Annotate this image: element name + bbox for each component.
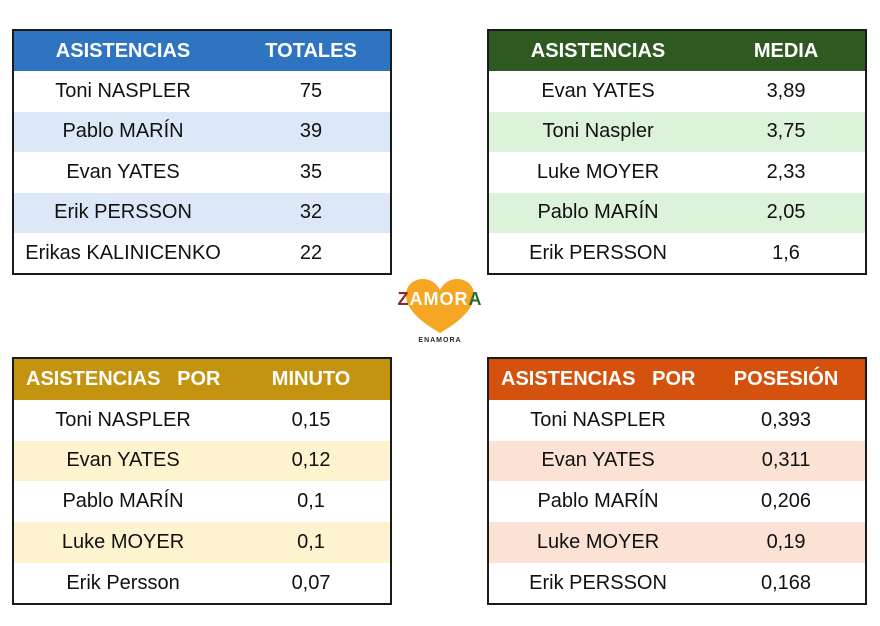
- stat-value: 35: [299, 160, 323, 183]
- table-row: Toni NASPLER 75: [14, 71, 390, 111]
- table-row: Pablo MARÍN 0,206: [489, 481, 865, 522]
- stat-value: 0,311: [761, 449, 811, 472]
- player-name: Evan YATES: [66, 160, 180, 183]
- player-name: Pablo MARÍN: [537, 201, 659, 224]
- logo-letter-z: Z: [397, 289, 410, 309]
- player-name: Toni Naspler: [542, 120, 654, 143]
- table-row: Erik PERSSON 0,168: [489, 563, 865, 604]
- table-row: Pablo MARÍN 39: [14, 111, 390, 153]
- assists-per-possession-table: ASISTENCIAS POR POSESIÓN Toni NASPLER 0,…: [487, 357, 867, 605]
- stat-value: 0,19: [766, 531, 806, 554]
- stat-value: 3,75: [766, 120, 806, 143]
- stat-value: 2,33: [766, 160, 806, 183]
- stat-value: 0,393: [761, 408, 812, 431]
- player-name: Luke MOYER: [536, 531, 660, 554]
- heart-icon: [406, 279, 474, 333]
- table-row: Toni NASPLER 0,393: [489, 400, 865, 441]
- table-row: Evan YATES 0,311: [489, 440, 865, 482]
- stat-value: 39: [299, 120, 323, 143]
- player-name: Toni NASPLER: [55, 80, 191, 103]
- logo-wordmark: ZAMORA: [394, 289, 486, 310]
- assists-totals-table: ASISTENCIAS TOTALES Toni NASPLER 75 Pabl…: [12, 29, 392, 275]
- table-row: Toni NASPLER 0,15: [14, 400, 390, 441]
- player-name: Luke MOYER: [536, 160, 660, 183]
- assists-per-minute-table: ASISTENCIAS POR MINUTO Toni NASPLER 0,15…: [12, 357, 392, 605]
- table-row: Erikas KALINICENKO 22: [14, 233, 390, 273]
- table-row: Luke MOYER 0,19: [489, 522, 865, 563]
- player-name: Evan YATES: [541, 449, 655, 472]
- player-name: Pablo MARÍN: [537, 490, 659, 513]
- table-row: Toni Naspler 3,75: [489, 111, 865, 153]
- player-name: Erikas KALINICENKO: [25, 241, 221, 264]
- header-col-2: MINUTO: [271, 367, 351, 390]
- table-header: ASISTENCIAS POR MINUTO: [14, 359, 390, 400]
- table-row: Pablo MARÍN 0,1: [14, 481, 390, 522]
- table-header: ASISTENCIAS POR POSESIÓN: [489, 359, 865, 400]
- assists-average-table: ASISTENCIAS MEDIA Evan YATES 3,89 Toni N…: [487, 29, 867, 275]
- player-name: Evan YATES: [66, 449, 180, 472]
- header-col-2: POSESIÓN: [733, 367, 839, 390]
- table-row: Evan YATES 35: [14, 152, 390, 192]
- table-header: ASISTENCIAS TOTALES: [14, 31, 390, 72]
- header-col-2: TOTALES: [265, 39, 357, 62]
- table-row: Luke MOYER 2,33: [489, 152, 865, 192]
- header-col-1: ASISTENCIAS: [530, 39, 666, 62]
- logo-letter-a: A: [468, 289, 483, 309]
- table-row: Erik Persson 0,07: [14, 563, 390, 604]
- stat-value: 32: [299, 201, 323, 224]
- player-name: Pablo MARÍN: [62, 490, 184, 513]
- player-name: Luke MOYER: [61, 531, 185, 554]
- stat-value: 0,12: [291, 449, 331, 472]
- player-name: Toni NASPLER: [55, 408, 191, 431]
- table-row: Pablo MARÍN 2,05: [489, 192, 865, 233]
- player-name: Evan YATES: [541, 80, 655, 103]
- table-row: Erik PERSSON 32: [14, 192, 390, 233]
- stat-value: 0,168: [761, 571, 812, 594]
- table-row: Evan YATES 3,89: [489, 71, 865, 111]
- stat-value: 22: [299, 241, 323, 264]
- logo-subtitle: ENAMORA: [418, 337, 462, 344]
- player-name: Pablo MARÍN: [62, 120, 184, 143]
- table-header: ASISTENCIAS MEDIA: [489, 31, 865, 72]
- header-col-1: ASISTENCIAS POR: [501, 367, 696, 390]
- player-name: Erik PERSSON: [529, 241, 667, 264]
- player-name: Erik PERSSON: [529, 571, 667, 594]
- table-row: Evan YATES 0,12: [14, 440, 390, 482]
- header-col-1: ASISTENCIAS: [55, 39, 191, 62]
- table-row: Erik PERSSON 1,6: [489, 233, 865, 273]
- stat-value: 0,206: [761, 490, 812, 513]
- zamora-enamora-logo: ZAMORA ENAMORA: [394, 275, 486, 353]
- stat-value: 2,05: [766, 201, 806, 224]
- player-name: Toni NASPLER: [530, 408, 666, 431]
- stat-value: 1,6: [772, 241, 800, 264]
- stat-value: 75: [299, 80, 323, 103]
- header-col-2: MEDIA: [753, 39, 819, 62]
- player-name: Erik Persson: [66, 571, 180, 594]
- header-col-1: ASISTENCIAS POR: [26, 367, 221, 390]
- stat-value: 0,1: [297, 490, 325, 513]
- player-name: Erik PERSSON: [54, 201, 192, 224]
- stat-value: 0,1: [297, 531, 325, 554]
- table-row: Luke MOYER 0,1: [14, 522, 390, 563]
- stat-value: 3,89: [766, 80, 806, 103]
- stat-value: 0,15: [291, 408, 331, 431]
- logo-letters-amor: AMOR: [409, 289, 469, 309]
- stat-value: 0,07: [291, 571, 331, 594]
